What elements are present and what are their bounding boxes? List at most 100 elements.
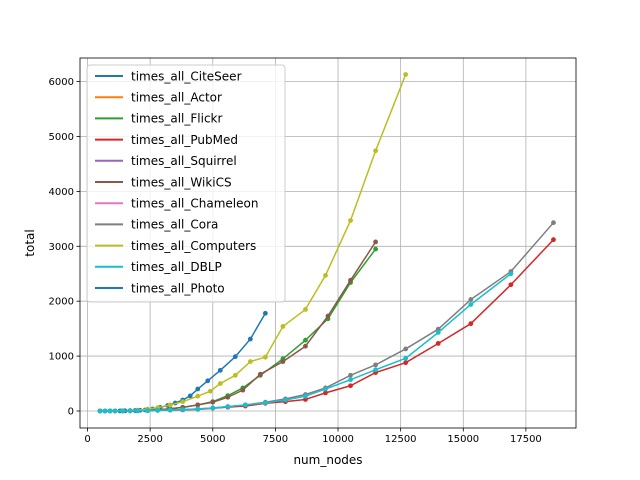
data-point: [323, 386, 328, 392]
data-point: [435, 326, 441, 332]
axis-ticks: 0 2500 5000 7500 10000 12500 15000 17500 0 1000 20…: [49, 77, 542, 445]
data-point: [167, 402, 173, 408]
x-axis-label: num_nodes: [293, 453, 362, 467]
data-point: [97, 408, 103, 414]
data-point: [240, 387, 246, 393]
data-point: [373, 239, 378, 245]
data-point: [348, 377, 353, 383]
x-tick-label: 2500: [137, 434, 162, 445]
data-point: [403, 346, 409, 352]
data-point: [225, 404, 231, 409]
y-tick-label: 6000: [49, 77, 74, 88]
legend-label: times_all_Photo: [131, 281, 225, 295]
legend-item: times_all_DBLP: [95, 260, 222, 274]
x-tick-label: 12500: [385, 434, 417, 445]
data-point: [373, 362, 378, 368]
legend-item: times_all_WikiCS: [95, 175, 232, 189]
x-tick-label: 10000: [322, 434, 354, 445]
data-point: [262, 354, 268, 360]
data-point: [323, 272, 328, 278]
legend: times_all_CiteSeer times_all_Actor times_a…: [86, 64, 286, 303]
x-tick-label: 7500: [263, 434, 288, 445]
data-point: [195, 402, 201, 408]
legend-item: times_all_Chameleon: [95, 197, 258, 211]
data-point: [403, 355, 409, 361]
legend-label: times_all_Actor: [131, 91, 222, 105]
y-axis-label: total: [23, 229, 37, 256]
data-point: [508, 271, 514, 277]
data-point: [210, 399, 216, 405]
data-point: [403, 72, 409, 77]
data-point: [195, 393, 201, 399]
data-point: [348, 218, 353, 223]
legend-item: times_all_CiteSeer: [95, 69, 242, 83]
y-tick-label: 3000: [49, 242, 74, 253]
data-point: [207, 388, 213, 394]
data-point: [127, 408, 133, 414]
data-point: [348, 383, 353, 389]
x-tick-label: 17500: [510, 434, 542, 445]
legend-item: times_all_Actor: [95, 91, 222, 105]
data-point: [210, 405, 216, 411]
legend-item: times_all_Flickr: [95, 112, 223, 126]
data-point: [468, 321, 474, 327]
data-point: [225, 394, 231, 400]
data-point: [232, 354, 238, 360]
legend-label: times_all_DBLP: [131, 260, 222, 274]
legend-label: times_all_WikiCS: [131, 175, 232, 189]
data-point: [167, 407, 173, 413]
data-point: [303, 397, 308, 402]
x-tick-label: 0: [84, 434, 90, 445]
data-point: [217, 381, 223, 386]
data-point: [135, 408, 141, 414]
data-point: [262, 310, 268, 316]
y-tick-label: 2000: [49, 297, 74, 308]
data-point: [247, 359, 253, 364]
data-point: [348, 277, 353, 283]
data-point: [112, 408, 118, 414]
data-point: [508, 282, 514, 288]
legend-label: times_all_CiteSeer: [131, 69, 242, 83]
data-point: [323, 390, 328, 396]
data-point: [348, 372, 353, 378]
data-point: [303, 307, 308, 312]
data-point: [187, 393, 193, 399]
data-point: [468, 297, 474, 302]
x-tick-label: 15000: [447, 434, 479, 445]
data-point: [242, 402, 248, 408]
data-point: [373, 246, 378, 252]
data-point: [195, 386, 201, 392]
legend-item: times_all_Computers: [95, 239, 256, 253]
y-tick-label: 4000: [49, 187, 74, 198]
y-tick-label: 1000: [49, 352, 74, 363]
legend-item: times_all_PubMed: [95, 133, 238, 147]
y-tick-label: 5000: [49, 132, 74, 143]
data-point: [468, 302, 474, 307]
data-point: [435, 330, 441, 335]
data-point: [107, 408, 113, 414]
legend-item: times_all_Squirrel: [95, 154, 237, 168]
data-point: [145, 408, 151, 413]
y-tick-label: 0: [68, 406, 74, 417]
legend-item: times_all_Cora: [95, 218, 218, 232]
data-point: [303, 393, 308, 399]
legend-label: times_all_Computers: [131, 239, 256, 253]
data-point: [373, 148, 378, 154]
series-layer: [97, 72, 556, 414]
series-times_all_DBLP: [97, 271, 514, 414]
data-point: [325, 313, 331, 319]
data-point: [217, 367, 223, 373]
data-point: [257, 371, 263, 377]
data-point: [155, 407, 161, 413]
data-point: [283, 397, 288, 403]
data-point: [403, 360, 409, 366]
legend-label: times_all_Squirrel: [131, 154, 237, 168]
data-point: [195, 406, 201, 412]
data-point: [232, 372, 238, 378]
data-point: [280, 359, 286, 364]
data-point: [205, 378, 211, 384]
data-point: [303, 337, 308, 343]
legend-label: times_all_Cora: [131, 218, 218, 232]
data-point: [373, 367, 378, 373]
